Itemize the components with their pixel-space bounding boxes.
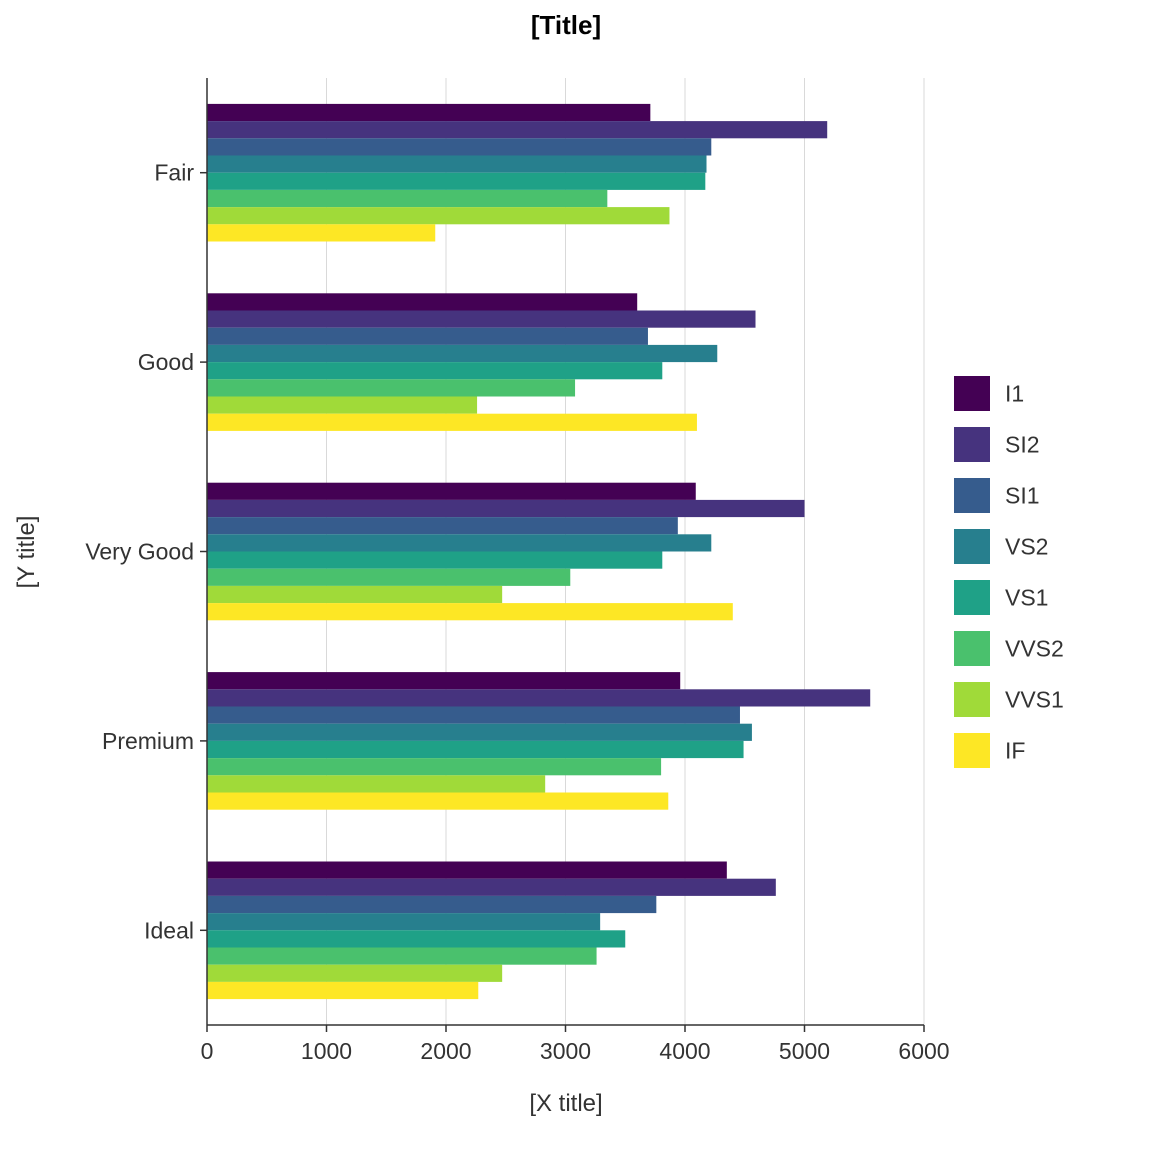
legend: I1 SI2 SI1 VS2 VS1 VVS2 VVS1 IF <box>954 376 1064 768</box>
x-tick-label: 2000 <box>420 1038 471 1064</box>
bar-premium-si2 <box>207 689 871 707</box>
bar-good-si2 <box>207 310 756 328</box>
legend-swatch-vvs2 <box>954 631 990 666</box>
x-tick-label: 6000 <box>898 1038 949 1064</box>
bar-fair-si2 <box>207 121 828 139</box>
bar-good-i1 <box>207 293 638 311</box>
x-tick-label: 4000 <box>659 1038 710 1064</box>
y-axis-ticks: Fair Good Very Good Premium Ideal <box>85 160 207 943</box>
bar-ideal-vvs1 <box>207 964 503 982</box>
bar-fair-vs1 <box>207 172 706 190</box>
legend-swatch-vs2 <box>954 529 990 564</box>
legend-label-vvs2: VVS2 <box>1005 636 1064 662</box>
bar-fair-i1 <box>207 103 651 122</box>
bar-fair-si1 <box>207 138 712 156</box>
y-axis-title: [Y title] <box>13 516 40 589</box>
bar-very-good-vs2 <box>207 534 712 552</box>
bar-good-vs1 <box>207 362 663 380</box>
bar-fair-vvs1 <box>207 207 670 225</box>
legend-label-i1: I1 <box>1005 381 1024 407</box>
bar-ideal-vs2 <box>207 913 601 931</box>
bar-premium-vs1 <box>207 740 744 759</box>
y-tick-label: Very Good <box>85 539 194 565</box>
x-tick-label: 5000 <box>779 1038 830 1064</box>
bar-very-good-vvs1 <box>207 585 503 604</box>
bar-ideal-if <box>207 981 479 1000</box>
bar-good-vvs2 <box>207 379 576 397</box>
y-tick-label: Fair <box>154 160 194 186</box>
legend-swatch-vvs1 <box>954 682 990 717</box>
bar-fair-vs2 <box>207 155 707 173</box>
x-tick-label: 1000 <box>301 1038 352 1064</box>
bar-very-good-si1 <box>207 517 678 535</box>
bar-fair-if <box>207 224 436 242</box>
y-tick-label: Premium <box>102 728 194 754</box>
x-tick-label: 3000 <box>540 1038 591 1064</box>
y-tick-label: Good <box>138 349 194 375</box>
legend-label-if: IF <box>1005 738 1025 764</box>
bar-good-vvs1 <box>207 396 478 414</box>
legend-label-vs2: VS2 <box>1005 534 1048 560</box>
x-tick-label: 0 <box>201 1038 214 1064</box>
x-axis-ticks: 0 1000 2000 3000 4000 5000 6000 <box>201 1025 950 1064</box>
bar-good-vs2 <box>207 344 718 363</box>
bar-very-good-i1 <box>207 482 696 500</box>
bar-good-if <box>207 413 697 431</box>
bar-very-good-vvs2 <box>207 568 571 586</box>
bar-premium-if <box>207 792 669 810</box>
legend-swatch-si2 <box>954 427 990 462</box>
y-tick-label: Ideal <box>144 917 194 943</box>
legend-label-si2: SI2 <box>1005 432 1040 458</box>
bar-premium-vvs1 <box>207 775 546 793</box>
legend-label-vs1: VS1 <box>1005 585 1048 611</box>
legend-swatch-i1 <box>954 376 990 411</box>
bar-good-si1 <box>207 327 648 345</box>
legend-swatch-si1 <box>954 478 990 513</box>
bar-very-good-if <box>207 603 733 621</box>
legend-swatch-if <box>954 733 990 768</box>
bar-very-good-si2 <box>207 499 805 518</box>
bar-ideal-si2 <box>207 878 776 896</box>
legend-label-si1: SI1 <box>1005 483 1040 509</box>
bar-very-good-vs1 <box>207 551 663 569</box>
bar-ideal-vs1 <box>207 930 626 948</box>
legend-label-vvs1: VVS1 <box>1005 687 1064 713</box>
bar-premium-vvs2 <box>207 758 662 776</box>
bar-ideal-vvs2 <box>207 947 597 965</box>
x-axis-title: [X title] <box>529 1090 602 1117</box>
bar-ideal-i1 <box>207 861 727 879</box>
bar-premium-vs2 <box>207 723 752 741</box>
chart-title: [Title] <box>531 10 601 40</box>
bar-premium-si1 <box>207 706 740 724</box>
bar-ideal-si1 <box>207 895 657 914</box>
legend-swatch-vs1 <box>954 580 990 615</box>
bar-fair-vvs2 <box>207 189 608 208</box>
bar-premium-i1 <box>207 672 681 690</box>
bars <box>207 103 871 1000</box>
